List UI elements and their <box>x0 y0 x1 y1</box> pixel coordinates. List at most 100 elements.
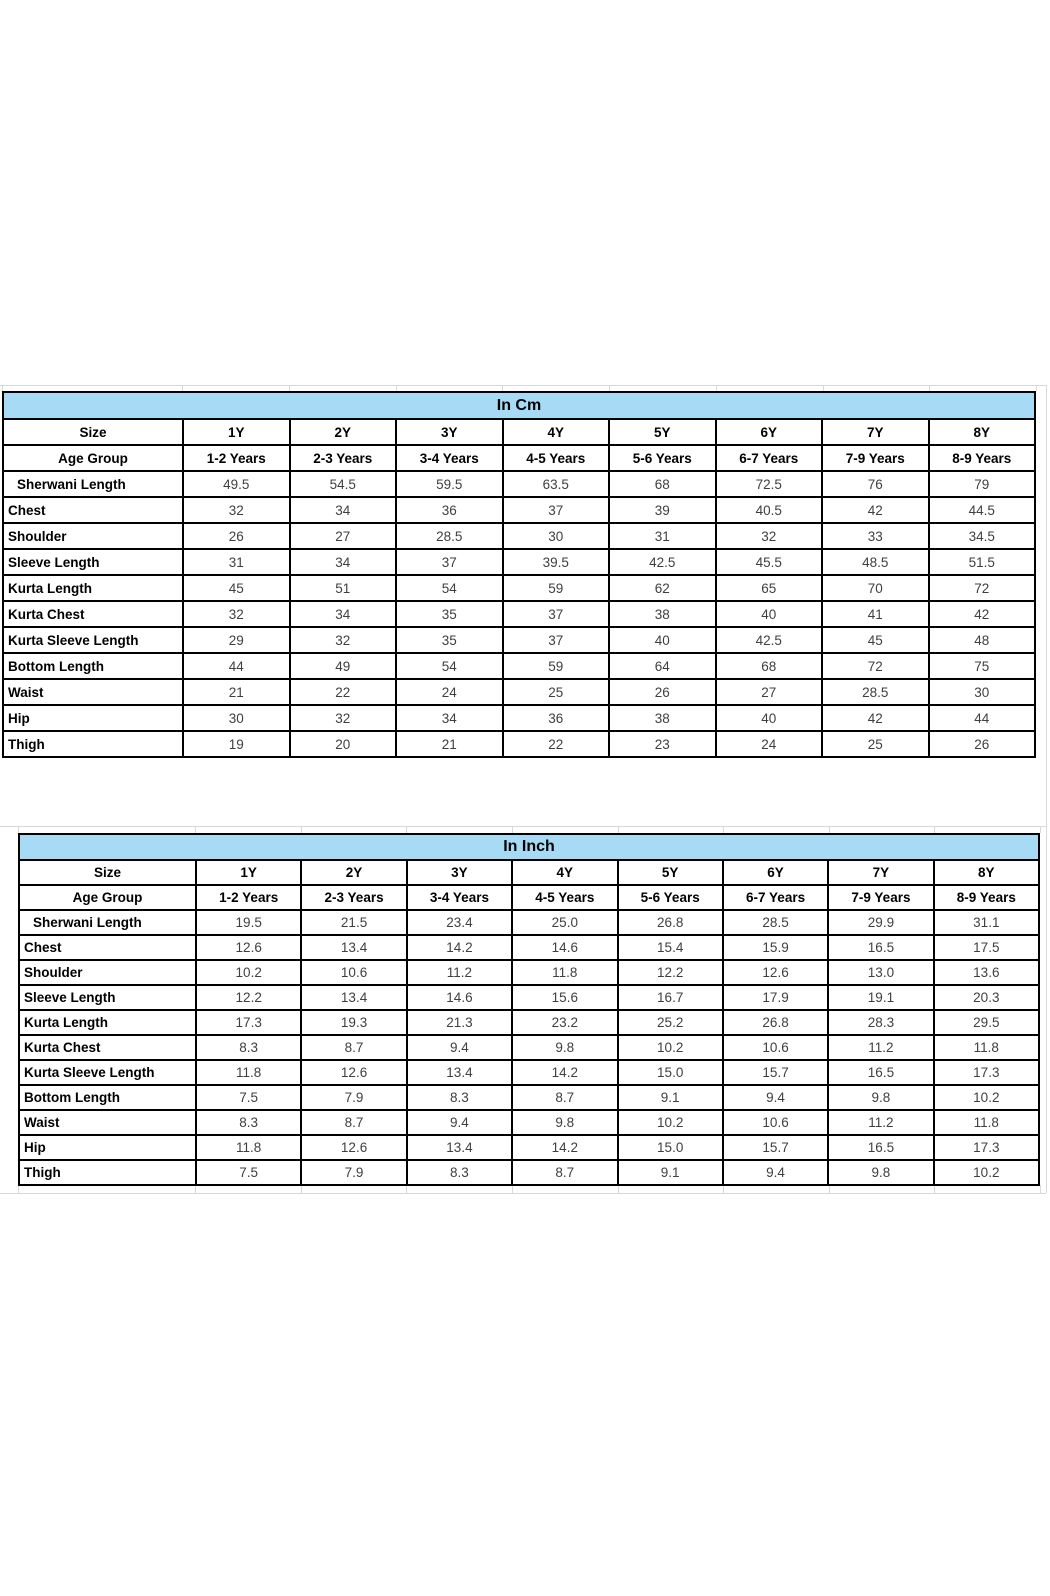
value-cell: 37 <box>395 548 504 576</box>
value-cell: 23.2 <box>511 1009 619 1036</box>
value-cell: 59.5 <box>395 470 504 498</box>
size-header-cell: 6Y <box>721 859 830 886</box>
measurement-label-cell: Kurta Length <box>2 574 184 602</box>
gridline <box>723 1185 724 1193</box>
value-cell: 12.6 <box>300 1134 408 1161</box>
value-cell: 45.5 <box>714 548 823 576</box>
value-cell: 30 <box>182 704 291 732</box>
table-row: Thigh 7.5 7.9 8.3 8.7 9.1 9.4 9.8 10.2 <box>18 1159 1041 1186</box>
value-cell: 13.4 <box>300 984 408 1011</box>
measurement-label-cell: Hip <box>2 704 184 732</box>
gridline <box>18 1185 19 1193</box>
value-cell: 59 <box>501 574 610 602</box>
value-cell: 10.2 <box>616 1034 724 1061</box>
value-cell: 26 <box>182 522 291 550</box>
value-cell: 7.5 <box>194 1084 303 1111</box>
gridline <box>301 1185 302 1193</box>
value-cell: 34 <box>288 600 397 628</box>
measurement-label-cell: Chest <box>18 934 197 961</box>
value-cell: 12.2 <box>194 984 303 1011</box>
size-header-cell: 1-2 Years <box>194 884 303 911</box>
value-cell: 72 <box>821 652 930 680</box>
gridline <box>716 385 717 391</box>
gridline <box>609 385 610 391</box>
value-cell: 8.7 <box>300 1034 408 1061</box>
value-cell: 39 <box>608 496 717 524</box>
value-cell: 11.2 <box>405 959 514 986</box>
measurement-label-cell: Shoulder <box>18 959 197 986</box>
value-cell: 15.7 <box>721 1059 830 1086</box>
value-cell: 14.6 <box>511 934 619 961</box>
header-row-label: Size <box>18 859 197 886</box>
value-cell: 9.4 <box>405 1034 514 1061</box>
size-header-cell: 2-3 Years <box>288 444 397 472</box>
value-cell: 25 <box>821 730 930 758</box>
value-cell: 16.5 <box>827 1134 935 1161</box>
value-cell: 29.9 <box>827 909 935 936</box>
value-cell: 17.3 <box>932 1134 1041 1161</box>
gridline <box>829 1185 830 1193</box>
value-cell: 26.8 <box>616 909 724 936</box>
measurement-label-cell: Bottom Length <box>18 1084 197 1111</box>
value-cell: 13.0 <box>827 959 935 986</box>
value-cell: 62 <box>608 574 717 602</box>
header-row-label: Age Group <box>2 444 184 472</box>
value-cell: 10.6 <box>721 1109 830 1136</box>
value-cell: 54 <box>395 652 504 680</box>
gridline <box>182 385 183 391</box>
table-row: Waist 8.3 8.7 9.4 9.8 10.2 10.6 11.2 11.8 <box>18 1109 1041 1136</box>
table-row: Kurta Chest 8.3 8.7 9.4 9.8 10.2 10.6 11.2 11.8 <box>18 1034 1041 1061</box>
value-cell: 51 <box>288 574 397 602</box>
measurement-label-cell: Kurta Sleeve Length <box>18 1059 197 1086</box>
table-row: Chest 12.6 13.4 14.2 14.6 15.4 15.9 16.5 17.5 <box>18 934 1041 961</box>
size-header-cell: 5-6 Years <box>616 884 724 911</box>
value-cell: 48.5 <box>821 548 930 576</box>
value-cell: 44 <box>927 704 1036 732</box>
value-cell: 33 <box>821 522 930 550</box>
value-cell: 45 <box>821 626 930 654</box>
gridline <box>1036 385 1037 391</box>
value-cell: 11.8 <box>932 1109 1041 1136</box>
measurement-label-cell: Hip <box>18 1134 197 1161</box>
value-cell: 42.5 <box>714 626 823 654</box>
value-cell: 10.2 <box>932 1159 1041 1186</box>
value-cell: 28.3 <box>827 1009 935 1036</box>
size-header-cell: 7Y <box>827 859 935 886</box>
value-cell: 28.5 <box>721 909 830 936</box>
size-header-cell: 5Y <box>608 418 717 446</box>
measurement-label-cell: Waist <box>2 678 184 706</box>
size-header-cell: 3-4 Years <box>405 884 514 911</box>
value-cell: 8.3 <box>405 1084 514 1111</box>
table-title: In Inch <box>18 833 1040 861</box>
size-header-cell: 7Y <box>821 418 930 446</box>
value-cell: 9.8 <box>511 1034 619 1061</box>
size-header-cell: 2Y <box>300 859 408 886</box>
value-cell: 32 <box>182 600 291 628</box>
size-header-cell: 6-7 Years <box>721 884 830 911</box>
size-header-cell: 5Y <box>616 859 724 886</box>
value-cell: 32 <box>182 496 291 524</box>
header-row-label: Size <box>2 418 184 446</box>
value-cell: 10.2 <box>616 1109 724 1136</box>
value-cell: 16.5 <box>827 934 935 961</box>
size-header-cell: 6-7 Years <box>714 444 823 472</box>
value-cell: 11.8 <box>194 1134 303 1161</box>
value-cell: 40 <box>714 704 823 732</box>
value-cell: 70 <box>821 574 930 602</box>
value-cell: 14.2 <box>405 934 514 961</box>
value-cell: 28.5 <box>395 522 504 550</box>
value-cell: 23.4 <box>405 909 514 936</box>
measurement-label-cell: Sherwani Length <box>2 470 184 498</box>
gridline <box>829 826 830 833</box>
gridline <box>0 1193 1046 1194</box>
value-cell: 13.4 <box>405 1059 514 1086</box>
size-header-cell: 3Y <box>395 418 504 446</box>
size-chart-table-inch: In Inch Size 1Y 2Y 3Y 4Y 5Y 6Y 7Y 8Y Age Group 1-2 … <box>18 833 1041 1186</box>
value-cell: 16.7 <box>616 984 724 1011</box>
gridline <box>0 385 1046 386</box>
measurement-label-cell: Bottom Length <box>2 652 184 680</box>
gridline <box>2 385 3 391</box>
value-cell: 38 <box>608 600 717 628</box>
value-cell: 24 <box>395 678 504 706</box>
value-cell: 22 <box>501 730 610 758</box>
